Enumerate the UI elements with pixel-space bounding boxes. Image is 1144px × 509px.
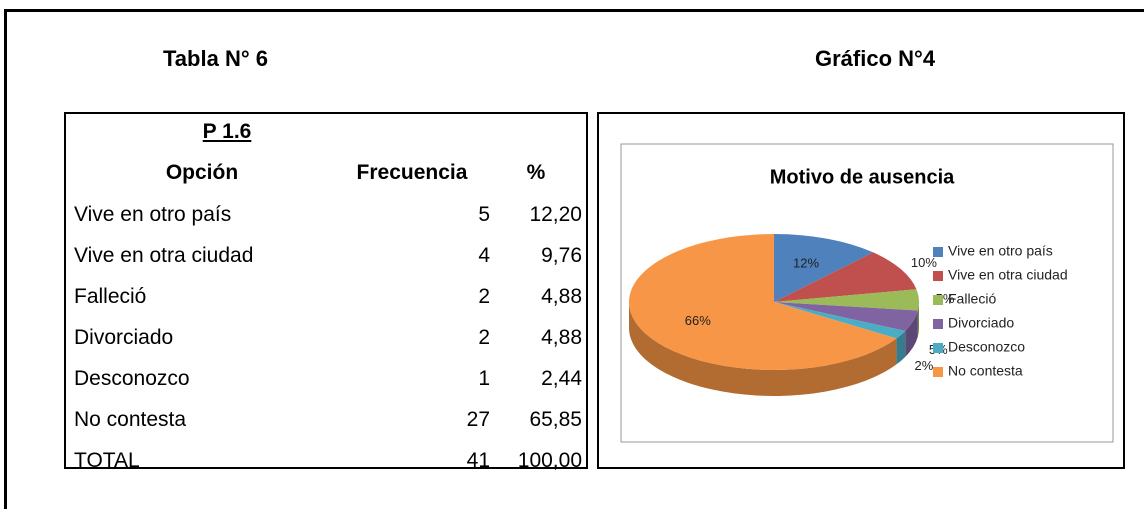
- percent: 12,20: [529, 203, 582, 226]
- legend-swatch: [933, 295, 943, 305]
- legend-label: Vive en otra ciudad: [948, 267, 1068, 283]
- percent: 9,76: [541, 244, 582, 267]
- legend-swatch: [933, 271, 943, 281]
- row-label: Desconozco: [74, 367, 190, 390]
- percent: 100,00: [517, 449, 582, 472]
- data-label: 2%: [915, 358, 934, 373]
- table: P 1.6 Opción Frecuencia% Vive en otro país 5…: [64, 112, 588, 472]
- legend-swatch: [933, 343, 943, 353]
- legend-label: Divorciado: [948, 315, 1014, 331]
- slice: [629, 234, 897, 370]
- row-label: Falleció: [74, 285, 147, 308]
- percent: 2,44: [541, 367, 582, 390]
- legend-swatch: [933, 367, 943, 377]
- row-label: Vive en otro país: [74, 203, 232, 226]
- table-heading: Tabla N° 6: [163, 46, 268, 71]
- frequency: 5: [478, 203, 490, 226]
- row-label: TOTAL: [74, 449, 140, 472]
- slice-side: [629, 302, 897, 397]
- page: Tabla N° 6 Gráfico N°4 P 1.6 Opción Frecue…: [4, 9, 1144, 509]
- legend-swatch: [933, 247, 943, 257]
- column-header: Frecuencia: [356, 161, 468, 184]
- chart-box: Motivo de ausencia 12%10%5%5%2%66%Vive e…: [597, 112, 1125, 469]
- frequency: 41: [466, 449, 490, 472]
- percent: 4,88: [541, 326, 582, 349]
- slice-side: [917, 302, 919, 337]
- data-label: 12%: [793, 256, 819, 271]
- row-label: Vive en otra ciudad: [74, 244, 254, 267]
- slice: [774, 234, 874, 302]
- slice-side: [905, 310, 918, 357]
- frequency: 2: [478, 285, 490, 308]
- frame: [4, 9, 1144, 509]
- column-header: Opción: [165, 161, 239, 184]
- slice: [774, 302, 918, 331]
- legend-label: No contesta: [948, 363, 1023, 379]
- legend-label: Falleció: [948, 291, 996, 307]
- legend-swatch: [933, 319, 943, 329]
- legend-label: Desconozco: [948, 339, 1025, 355]
- row-label: No contesta: [74, 408, 187, 431]
- slice: [774, 252, 917, 302]
- slice-side: [896, 330, 906, 365]
- slice: [774, 302, 906, 339]
- percent: 65,85: [529, 408, 582, 431]
- table-title: P 1.6: [202, 120, 252, 143]
- frequency: 27: [466, 408, 490, 431]
- chart: Motivo de ausencia 12%10%5%5%2%66%Vive e…: [620, 143, 1114, 443]
- chart-title: Motivo de ausencia: [770, 166, 955, 188]
- column-header: %: [526, 161, 546, 184]
- percent: 4,88: [541, 285, 582, 308]
- frequency: 4: [478, 244, 490, 267]
- chart-heading: Gráfico N°4: [815, 46, 936, 71]
- data-label: 10%: [911, 255, 937, 270]
- legend-label: Vive en otro país: [948, 243, 1053, 259]
- data-label: 66%: [685, 313, 711, 328]
- frequency: 2: [478, 326, 490, 349]
- slice: [774, 289, 919, 311]
- frequency: 1: [478, 367, 490, 390]
- row-label: Divorciado: [74, 326, 174, 349]
